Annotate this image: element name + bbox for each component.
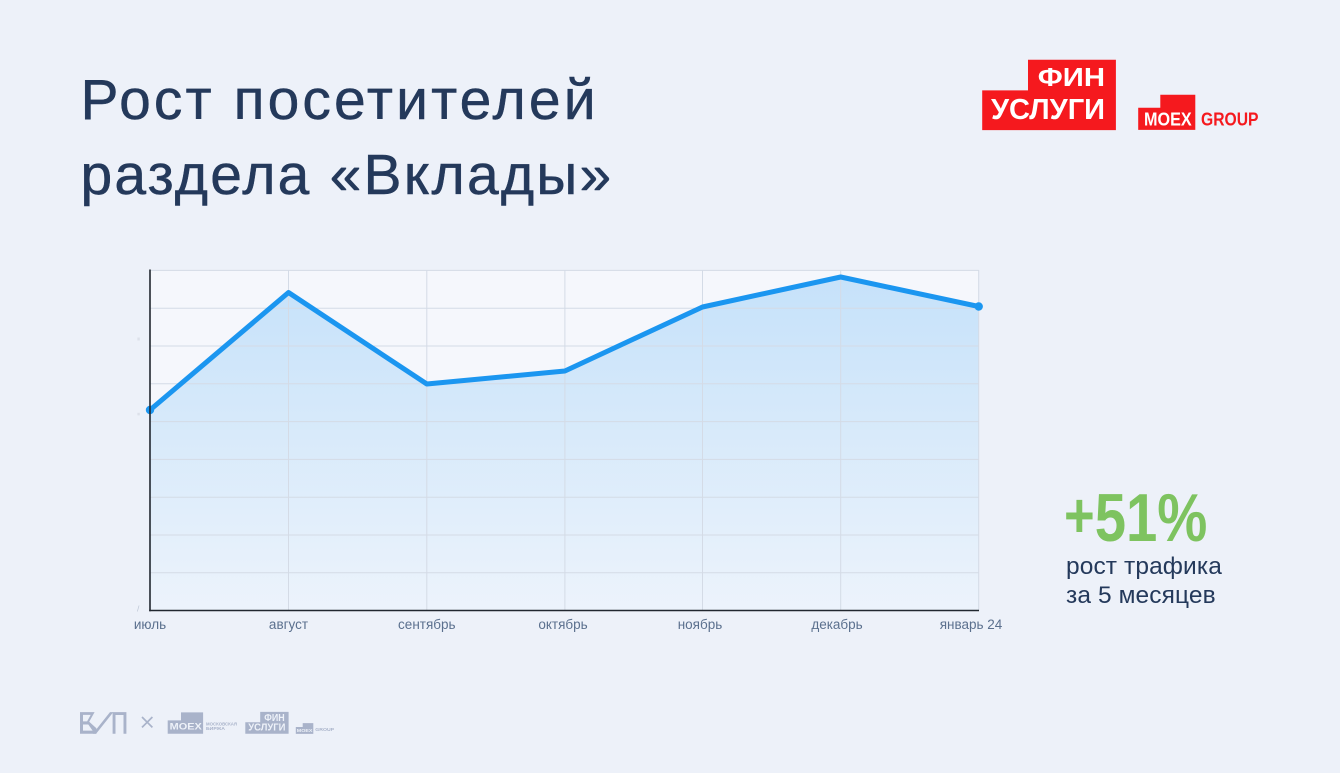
svg-text:GROUP: GROUP bbox=[1201, 109, 1259, 130]
svg-text:GROUP: GROUP bbox=[315, 727, 334, 732]
svg-text:БИРЖА: БИРЖА bbox=[206, 726, 226, 732]
svg-text:ФИН: ФИН bbox=[1038, 62, 1105, 92]
svg-text:ФИН: ФИН bbox=[264, 713, 284, 724]
svg-text:УСЛУГИ: УСЛУГИ bbox=[248, 723, 285, 734]
svg-text:MOEX: MOEX bbox=[170, 720, 203, 731]
svg-text:MOEX: MOEX bbox=[297, 728, 314, 733]
svg-text:МОСКОВСКАЯ: МОСКОВСКАЯ bbox=[206, 721, 237, 727]
svg-text:/: / bbox=[137, 604, 140, 614]
svg-text:MOEX: MOEX bbox=[1144, 109, 1192, 130]
svg-text:УСЛУГИ: УСЛУГИ bbox=[991, 94, 1105, 126]
